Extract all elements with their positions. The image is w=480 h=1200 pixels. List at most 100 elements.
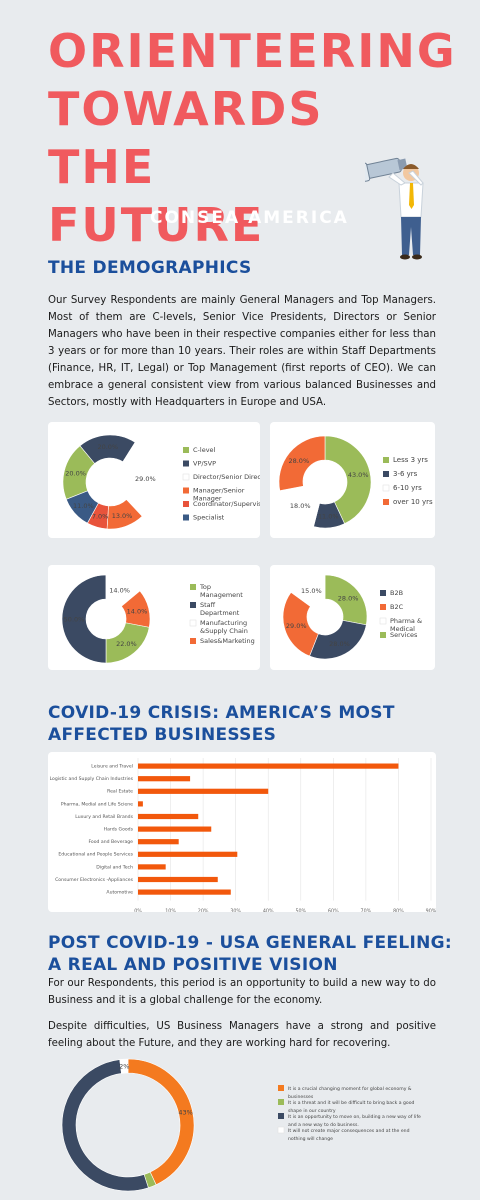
x-tick-label: 30% — [230, 909, 241, 912]
chart-card-tenure: 43.0% 11.0% 18.0% 28.0% Less 3 yrs 3-6 yrs 6-1… — [270, 422, 435, 538]
legend-swatch — [379, 617, 387, 625]
legend-label: nothing will change — [288, 1136, 333, 1142]
legend-label: VP/SVP — [193, 460, 216, 468]
legend-label: Management — [200, 591, 243, 599]
post-covid-paragraph-1: For our Respondents, this period is an o… — [48, 978, 436, 1006]
legend-label: It is a threat and it will be difficult … — [288, 1100, 415, 1106]
x-tick-label: 10% — [165, 909, 176, 912]
bar-chart-affected-businesses: 0% 10% 20% 30% 40% 50% 60% 70% 80% 90% Leisure and… — [50, 758, 437, 915]
bar — [138, 839, 179, 845]
legend-label: B2C — [390, 603, 404, 611]
legend-label: Top — [199, 583, 211, 591]
legend-swatch — [190, 584, 196, 590]
bar — [138, 813, 199, 820]
legend-label: Director/Senior Director — [193, 473, 260, 481]
legend-swatch — [183, 447, 189, 453]
legend-swatch — [380, 590, 386, 596]
donut-slice — [61, 1059, 149, 1192]
legend-label: It will not create major consequences an… — [288, 1128, 410, 1134]
bar — [138, 876, 218, 883]
bar — [138, 788, 269, 794]
demographics-heading: THE DEMOGRAPHICS — [48, 258, 252, 278]
bar-chart-card: 0% 10% 20% 30% 40% 50% 60% 70% 80% 90% Leisure and… — [48, 752, 437, 915]
legend-swatch — [383, 457, 389, 463]
subtitle: CONSEA AMERICA — [150, 208, 349, 228]
x-tick-label: 40% — [263, 909, 274, 912]
legend-label: Services — [390, 631, 418, 639]
post-covid-heading: POST COVID-19 - USA GENERAL FEELING: A R… — [48, 932, 452, 976]
x-tick-label: 50% — [295, 909, 306, 912]
donut-slice — [119, 1058, 129, 1074]
bar — [138, 763, 399, 769]
post-covid-heading-line1: POST COVID-19 - USA GENERAL FEELING: — [48, 933, 452, 953]
donut-value-label: 15.0% — [301, 587, 322, 595]
legend-swatch — [383, 471, 389, 477]
donut-value-label: 7.0% — [92, 513, 109, 521]
page-title: ORIENTEERING TOWARDS THE FUTURE — [48, 24, 457, 252]
donut-value-label: 14.0% — [109, 587, 130, 595]
chart-card-role-level: 20.0% 20.0% 29.0% 13.0% 7.0% 11.0% C-level VP/S… — [48, 422, 271, 538]
covid-heading-line1: COVID-19 CRISIS: AMERICA’S MOST — [48, 703, 395, 723]
legend-swatch — [189, 619, 197, 627]
legend-label: over 10 yrs — [393, 498, 433, 506]
category-label: Automotive — [106, 890, 133, 896]
donut-slice — [278, 435, 326, 491]
bar — [138, 864, 166, 870]
donut-value-label: 11.0% — [73, 502, 94, 510]
demographics-paragraph: Our Survey Respondents are mainly Genera… — [48, 295, 436, 408]
legend-label: Pharma & — [390, 617, 422, 625]
donut-value-label: 22.0% — [116, 640, 137, 648]
feeling-chart-card: 43% 2% It is a crucial changing moment for… — [48, 1055, 436, 1193]
covid-heading-line2: AFFECTED BUSINESSES — [48, 725, 277, 745]
x-tick-label: 60% — [328, 909, 339, 912]
donut-value-label: 43% — [178, 1109, 192, 1117]
legend-label: B2B — [390, 589, 403, 597]
donut-value-label: 29.0% — [286, 622, 307, 630]
legend-label: It is an opportunity to move on, buildin… — [288, 1114, 421, 1120]
category-label: Hards Goods — [104, 827, 134, 833]
donut-chart-role-level: 20.0% 20.0% 29.0% 13.0%7.0% 11.0% C-level VP/S… — [62, 434, 271, 530]
category-label: Pharma, Medial and Life Sciene — [61, 801, 133, 807]
donut-slice — [65, 490, 99, 524]
legend-label: It is a crucial changing moment for glob… — [288, 1086, 412, 1092]
legend-label: Medical — [390, 625, 415, 633]
legend-swatch — [190, 602, 196, 608]
legend-label: Manager — [193, 495, 222, 503]
donut-slice — [324, 435, 372, 525]
legend-swatch — [278, 1099, 284, 1105]
donut-value-label: 2% — [119, 1063, 129, 1071]
legend-label: businesses — [288, 1094, 314, 1100]
bar — [138, 826, 212, 832]
legend-label: Sales&Marketing — [200, 637, 255, 645]
covid-heading: COVID-19 CRISIS: AMERICA’S MOST AFFECTED… — [48, 702, 395, 746]
legend-swatch — [277, 1126, 285, 1134]
donut-value-label: 14.0% — [127, 608, 148, 616]
person-telescope-illustration — [365, 157, 424, 260]
legend-label: and a new way to do business. — [288, 1122, 359, 1128]
donut-slice — [290, 574, 326, 607]
bar — [138, 801, 143, 807]
category-label: Luxury and Retail Brands — [75, 814, 133, 820]
x-tick-label: 80% — [393, 909, 404, 912]
donut-value-label: 20.0% — [97, 443, 118, 451]
legend-label: C-level — [193, 446, 216, 454]
legend-label: shape in our country — [288, 1108, 336, 1114]
x-tick-label: 0% — [134, 909, 142, 912]
bar — [138, 851, 238, 857]
category-label: Consumer Electronics -Appliances — [55, 877, 134, 883]
donut-value-label: 20.0% — [65, 470, 86, 478]
legend-label: Department — [200, 609, 240, 617]
legend-label: Coordinator/Supervisor — [193, 500, 260, 508]
post-covid-paragraph-2: Despite difficulties, US Business Manage… — [48, 1021, 436, 1049]
donut-value-label: 28.0% — [329, 640, 350, 648]
legend-label: Specialist — [193, 514, 225, 522]
category-label: Educational and People Services — [58, 852, 133, 858]
legend-label: 3-6 yrs — [393, 470, 418, 478]
donut-slice — [127, 1058, 195, 1186]
donut-slice — [282, 591, 319, 657]
legend-swatch — [183, 514, 189, 521]
bar — [138, 889, 231, 895]
legend-swatch — [183, 460, 189, 467]
category-label: Digital and Tech — [96, 864, 133, 870]
legend-swatch — [183, 487, 189, 494]
